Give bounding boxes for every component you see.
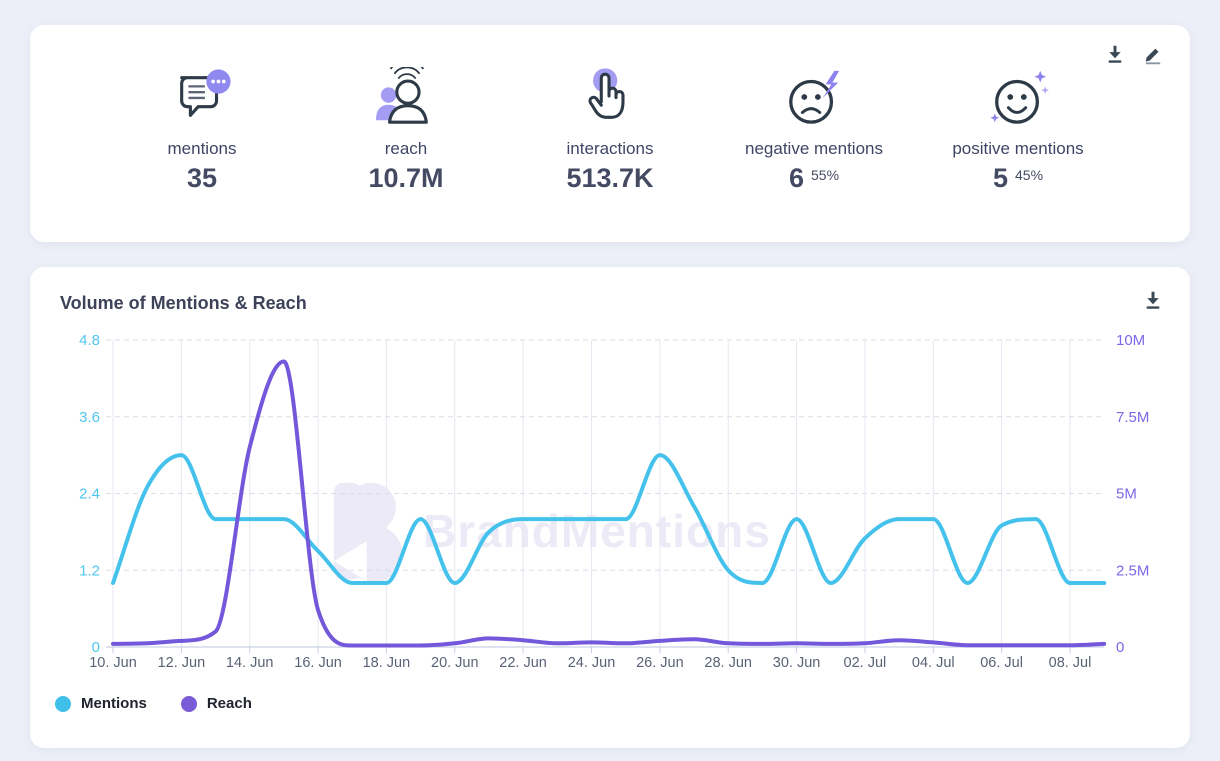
chart-legend: Mentions Reach: [55, 695, 252, 712]
legend-item-reach[interactable]: Reach: [180, 695, 252, 712]
chart-plot-area: BrandMentions 10. Jun 12. Jun 14. Jun 16. J…: [30, 317, 1190, 697]
speech-bubble-icon: [169, 65, 235, 127]
metric-percent: 55%: [811, 167, 840, 183]
mentions-reach-chart: 10. Jun 12. Jun 14. Jun 16. Jun 18. Jun 20. J…: [79, 332, 1149, 671]
metric-value: 10.7M: [368, 163, 444, 193]
watermark-text: BrandMentions: [423, 505, 771, 557]
gridlines: 10. Jun 12. Jun 14. Jun 16. Jun 18. Jun 20. J…: [79, 332, 1149, 671]
svg-text:12. Jun: 12. Jun: [158, 655, 206, 671]
chart-card-actions: [1142, 289, 1164, 311]
svg-text:30. Jun: 30. Jun: [773, 655, 821, 671]
metric-interactions: interactions 513.7K: [512, 65, 708, 192]
svg-text:7.5M: 7.5M: [1116, 409, 1149, 426]
svg-text:10. Jun: 10. Jun: [89, 655, 137, 671]
metric-reach: reach 10.7M: [308, 65, 504, 192]
metric-value: 513.7K: [566, 163, 654, 193]
metric-label: mentions: [167, 139, 237, 158]
svg-text:14. Jun: 14. Jun: [226, 655, 274, 671]
metric-label: reach: [384, 139, 428, 158]
svg-text:22. Jun: 22. Jun: [499, 655, 547, 671]
legend-item-mentions[interactable]: Mentions: [55, 695, 147, 712]
svg-text:10M: 10M: [1116, 332, 1145, 349]
pointer-hand-icon: [579, 65, 641, 127]
summary-card-actions: [1104, 43, 1164, 65]
svg-text:2.5M: 2.5M: [1116, 562, 1149, 579]
metric-positive-mentions: positive mentions 5 45%: [920, 65, 1116, 192]
download-icon[interactable]: [1104, 43, 1126, 65]
svg-text:18. Jun: 18. Jun: [363, 655, 411, 671]
metric-mentions: mentions 35: [104, 65, 300, 192]
metric-negative-mentions: negative mentions 6 55%: [716, 65, 912, 192]
svg-text:2.4: 2.4: [79, 486, 100, 503]
svg-text:02. Jul: 02. Jul: [844, 655, 887, 671]
metric-label: negative mentions: [745, 139, 883, 158]
mentions-legend-dot: [55, 695, 71, 712]
svg-text:0: 0: [92, 639, 100, 656]
brandmentions-logo-icon: [333, 482, 403, 583]
legend-label: Reach: [206, 695, 252, 712]
chart-card: Volume of Mentions & Reach BrandMentions…: [30, 267, 1190, 748]
audience-reach-icon: [371, 65, 441, 127]
happy-face-icon: [986, 65, 1050, 127]
legend-label: Mentions: [81, 695, 147, 712]
reach-legend-dot: [180, 695, 197, 712]
summary-card: mentions 35 reach 10.7M: [30, 25, 1190, 242]
brand-watermark: BrandMentions: [323, 479, 771, 583]
svg-text:5M: 5M: [1116, 486, 1137, 503]
download-icon[interactable]: [1142, 289, 1164, 311]
mentions-line: [111, 453, 1107, 586]
reach-line: [111, 359, 1107, 648]
sad-face-icon: [782, 65, 846, 127]
svg-text:06. Jul: 06. Jul: [980, 655, 1023, 671]
chart-title: Volume of Mentions & Reach: [60, 293, 307, 313]
svg-text:26. Jun: 26. Jun: [636, 655, 684, 671]
svg-text:08. Jul: 08. Jul: [1049, 655, 1092, 671]
svg-text:4.8: 4.8: [79, 332, 100, 349]
metrics-row: mentions 35 reach 10.7M: [30, 25, 1190, 192]
svg-text:0: 0: [1116, 639, 1124, 656]
svg-text:1.2: 1.2: [79, 562, 100, 579]
svg-text:04. Jul: 04. Jul: [912, 655, 955, 671]
edit-pencil-icon[interactable]: [1142, 43, 1164, 65]
svg-text:24. Jun: 24. Jun: [568, 655, 616, 671]
metric-value: 35: [186, 163, 218, 193]
metric-label: positive mentions: [952, 139, 1084, 158]
metric-label: interactions: [566, 139, 654, 158]
metric-value: 6: [788, 163, 804, 193]
svg-text:16. Jun: 16. Jun: [294, 655, 342, 671]
svg-text:3.6: 3.6: [79, 409, 100, 426]
metric-percent: 45%: [1015, 167, 1044, 183]
svg-text:20. Jun: 20. Jun: [431, 655, 479, 671]
metric-value: 5: [992, 163, 1008, 193]
svg-text:28. Jun: 28. Jun: [704, 655, 752, 671]
